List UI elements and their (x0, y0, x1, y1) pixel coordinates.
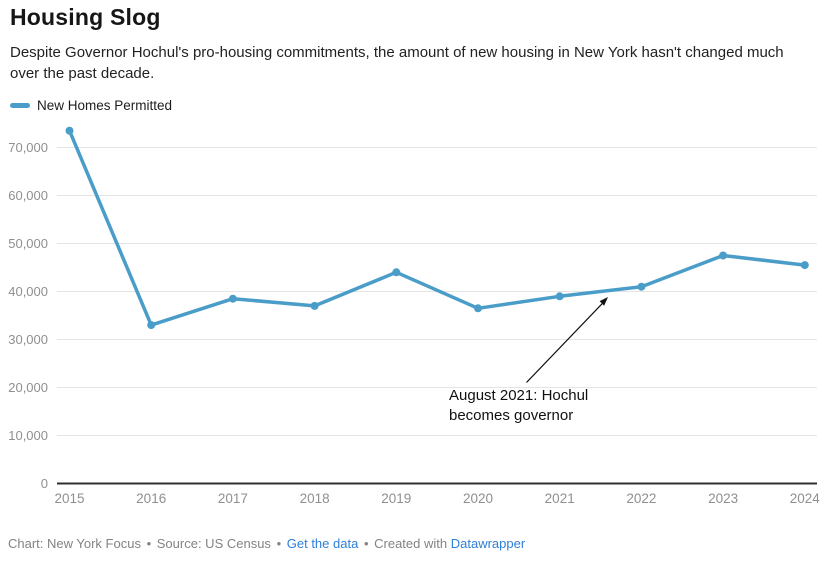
footer-created-with: Created with (374, 536, 448, 551)
data-point-2016[interactable] (147, 321, 156, 330)
x-tick-label-2020: 2020 (463, 491, 493, 506)
data-point-2015[interactable] (65, 126, 74, 135)
y-tick-label: 60,000 (8, 188, 48, 203)
annotation-arrow-line (526, 302, 603, 383)
y-tick-label: 10,000 (8, 428, 48, 443)
x-tick-label-2024: 2024 (790, 491, 821, 506)
annotation-text-line1: August 2021: Hochul (449, 387, 588, 404)
footer-separator: • (363, 536, 369, 551)
y-tick-label: 50,000 (8, 236, 48, 251)
data-point-2023[interactable] (719, 251, 728, 260)
footer-byline: Chart: New York Focus • Source: US Censu… (8, 536, 525, 551)
grid-group: 0 10,000 20,000 30,000 40,000 50,000 60,000 70,… (8, 140, 820, 506)
chart-subtitle: Despite Governor Hochul's pro-housing co… (10, 44, 784, 82)
datawrapper-link[interactable]: Datawrapper (450, 536, 526, 551)
x-tick-label-2018: 2018 (300, 491, 330, 506)
x-tick-label-2021: 2021 (545, 491, 575, 506)
x-tick-label-2022: 2022 (626, 491, 656, 506)
data-point-2018[interactable] (310, 301, 319, 310)
x-tick-label-2019: 2019 (381, 491, 411, 506)
chart-title: Housing Slog (10, 4, 161, 30)
y-tick-label: 30,000 (8, 332, 48, 347)
line-new-homes-permitted (67, 128, 807, 327)
data-point-2020[interactable] (474, 304, 482, 313)
data-point-2024[interactable] (800, 261, 809, 270)
data-point-2017[interactable] (228, 294, 237, 303)
legend: New Homes Permitted (10, 98, 172, 113)
y-tick-label: 70,000 (8, 140, 48, 155)
x-tick-label-2015: 2015 (54, 491, 84, 506)
series-group (65, 126, 809, 330)
x-tick-label-2016: 2016 (136, 491, 166, 506)
footer-credit: Chart: New York Focus (8, 536, 141, 551)
annotation-group: August 2021: Hochul becomes governor (449, 297, 608, 424)
y-tick-label: 0 (41, 476, 48, 491)
x-tick-label-2023: 2023 (708, 491, 738, 506)
footer-separator: • (146, 536, 152, 551)
data-point-2021[interactable] (555, 292, 564, 301)
data-point-2019[interactable] (392, 268, 401, 277)
y-tick-label: 20,000 (8, 380, 48, 395)
footer-separator: • (276, 536, 282, 551)
annotation-arrowhead (599, 297, 608, 306)
legend-line-swatch (10, 103, 30, 108)
x-tick-label-2017: 2017 (218, 491, 248, 506)
data-point-2022[interactable] (637, 282, 646, 291)
footer-source: Source: US Census (156, 536, 271, 551)
annotation-text-line2: becomes governor (449, 407, 573, 424)
get-the-data-link[interactable]: Get the data (286, 536, 359, 551)
y-tick-label: 40,000 (8, 284, 48, 299)
legend-label: New Homes Permitted (37, 98, 173, 113)
